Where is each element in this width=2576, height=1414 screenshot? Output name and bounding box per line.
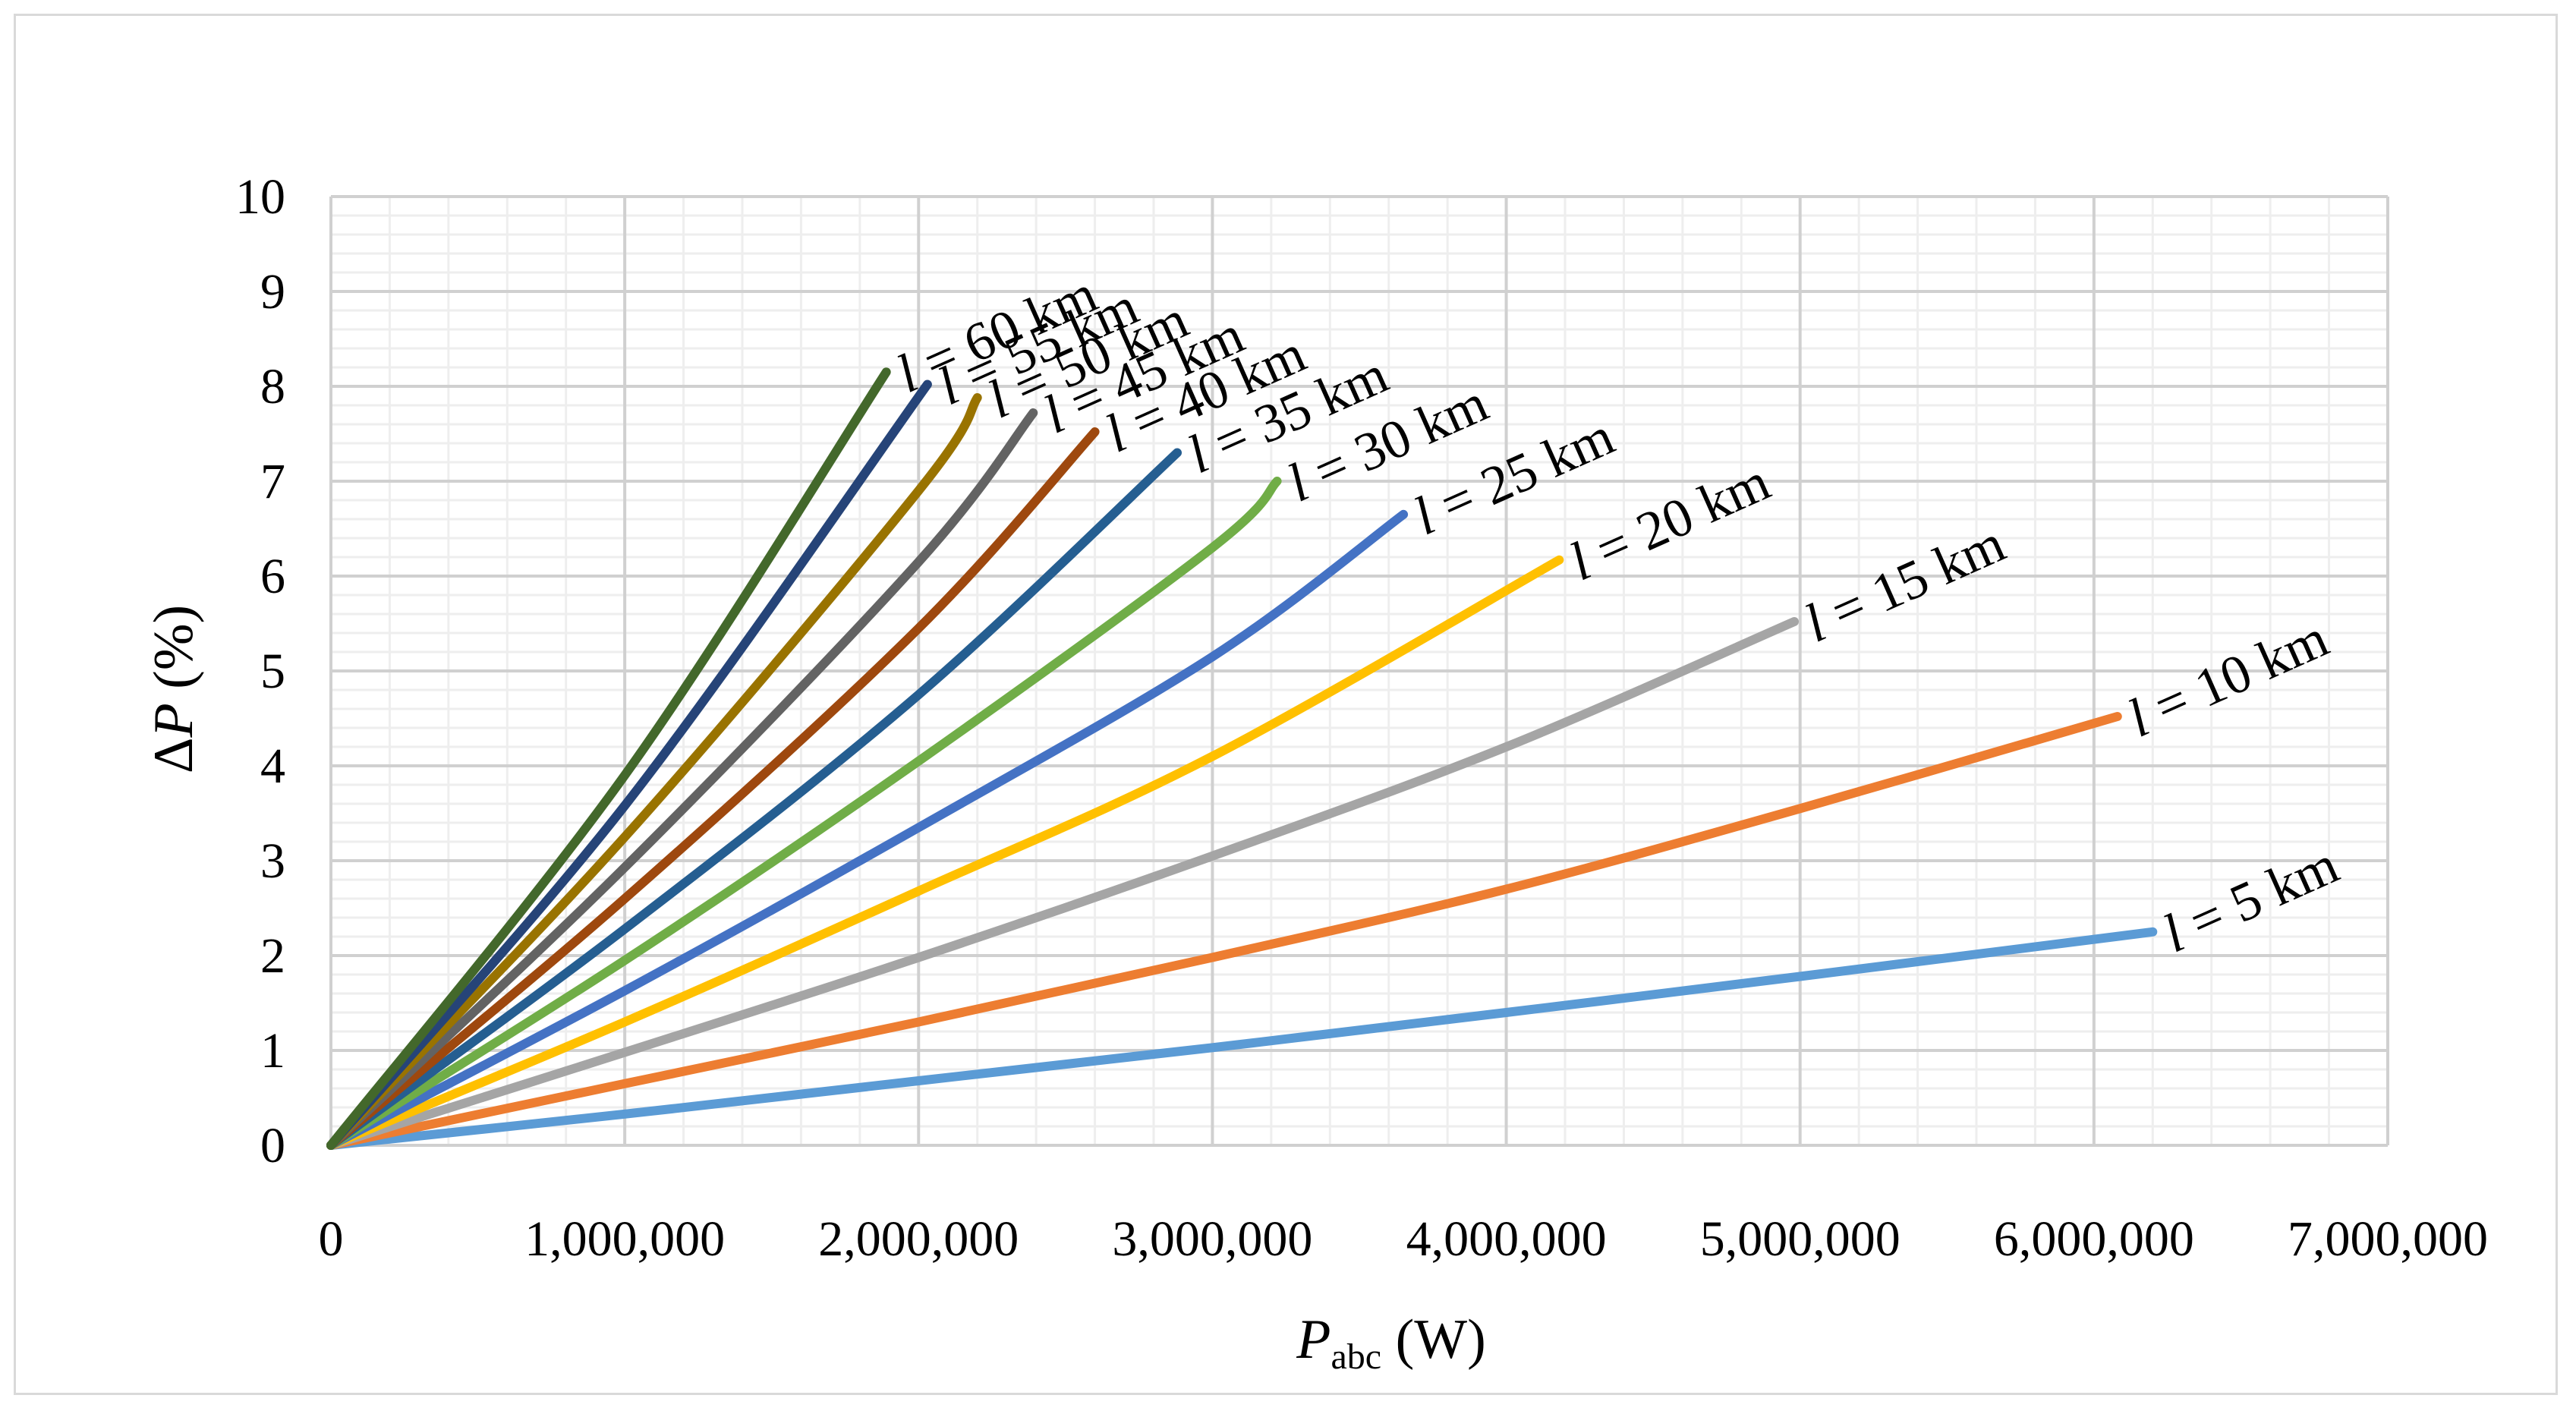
series-line-40km xyxy=(326,427,1100,1150)
y-tick-label: 7 xyxy=(260,454,285,509)
x-tick-label: 2,000,000 xyxy=(818,1211,1019,1267)
series-line-10km xyxy=(326,712,2122,1150)
series-line-55km xyxy=(326,379,932,1150)
x-tick-label: 6,000,000 xyxy=(1994,1211,2194,1267)
x-axis-tick-labels: 0 1,000,000 2,000,000 3,000,000 4,000,000 5,0… xyxy=(319,1211,2489,1267)
chart-frame: l = 5 km l = 10 km l = 15 km l = 20 km l = 2… xyxy=(14,14,2558,1395)
series-line-60km xyxy=(326,367,891,1150)
line-chart: l = 5 kml = 10 kml = 15 kml = 20 kml = 2… xyxy=(143,169,2489,1377)
y-tick-label: 3 xyxy=(260,833,285,889)
x-tick-label: 7,000,000 xyxy=(2288,1211,2488,1267)
y-axis-title: ΔP (%) xyxy=(143,605,205,773)
y-tick-label: 1 xyxy=(260,1023,285,1079)
y-tick-label: 9 xyxy=(260,264,285,320)
y-tick-label: 4 xyxy=(260,738,285,794)
series-line-30km xyxy=(326,477,1282,1150)
series-line-15km xyxy=(326,617,1799,1150)
curve-label-5km: l = 5 km xyxy=(2154,834,2347,965)
x-tick-label: 5,000,000 xyxy=(1700,1211,1901,1267)
series-lines xyxy=(326,367,2158,1150)
x-tick-label: 4,000,000 xyxy=(1406,1211,1607,1267)
x-axis-title: Pabc (W) xyxy=(1296,1309,1485,1377)
x-tick-label: 1,000,000 xyxy=(524,1211,725,1267)
series-line-50km xyxy=(326,393,982,1150)
major-gridlines xyxy=(329,195,2389,1147)
y-tick-label: 2 xyxy=(260,928,285,984)
y-tick-label: 8 xyxy=(260,359,285,414)
y-axis-tick-labels: 0 1 2 3 4 5 6 7 8 9 10 xyxy=(235,169,285,1173)
series-line-45km xyxy=(326,408,1038,1150)
y-tick-label: 0 xyxy=(260,1118,285,1173)
y-tick-label: 6 xyxy=(260,549,285,604)
series-line-20km xyxy=(326,555,1564,1150)
series-line-5km xyxy=(326,927,2158,1150)
y-tick-label: 5 xyxy=(260,644,285,699)
x-tick-label: 3,000,000 xyxy=(1112,1211,1312,1267)
x-tick-label: 0 xyxy=(319,1211,344,1267)
series-line-35km xyxy=(326,448,1182,1150)
series-line-25km xyxy=(326,509,1409,1150)
y-tick-label: 10 xyxy=(235,169,285,225)
